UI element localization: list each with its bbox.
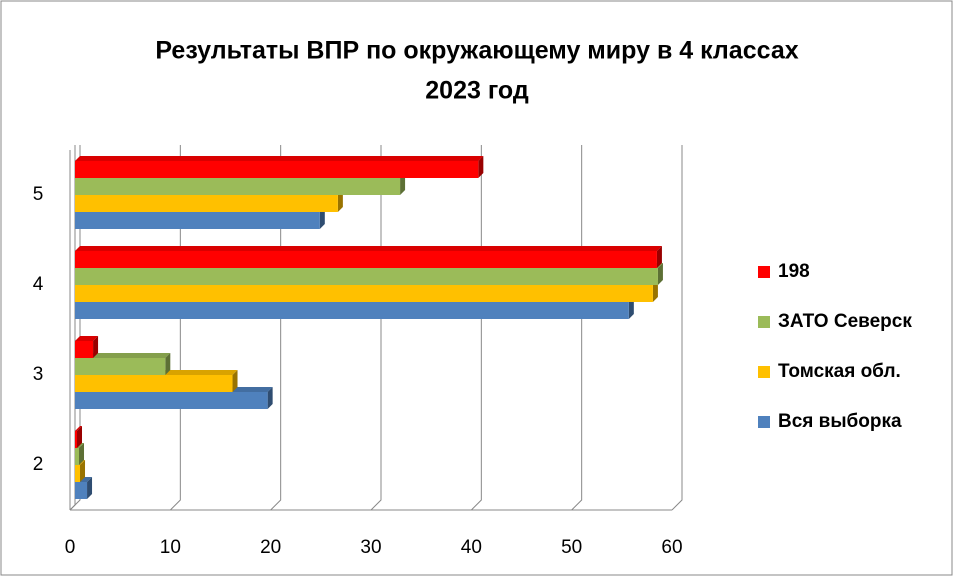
legend-swatch (758, 266, 770, 278)
bar-face (478, 156, 484, 178)
bar (75, 426, 83, 448)
bar-face (75, 156, 484, 161)
bar-face (75, 465, 81, 482)
bar-face (75, 251, 657, 268)
bar-face (93, 336, 99, 358)
bar-face (75, 482, 88, 499)
bar-face (319, 207, 325, 229)
bar-face (75, 426, 83, 431)
bar-face (75, 246, 662, 251)
y-tick-label: 5 (33, 184, 44, 205)
x-tick-label: 10 (160, 537, 181, 558)
bar-face (232, 370, 238, 392)
bar-face (337, 190, 343, 212)
y-tick-label: 3 (33, 364, 44, 385)
bar-face (75, 195, 338, 212)
legend-label: Томская обл. (778, 361, 901, 382)
bar (75, 246, 662, 268)
bar-face (656, 246, 662, 268)
bar-face (75, 392, 268, 409)
bar-face (267, 387, 273, 409)
bar-face (87, 477, 93, 499)
legend-swatch (758, 316, 770, 328)
bar (75, 156, 484, 178)
legend-label: Вся выборка (778, 411, 902, 432)
bar-face (80, 460, 86, 482)
bar-face (75, 353, 171, 358)
legend-swatch (758, 366, 770, 378)
y-tick-label: 4 (33, 274, 44, 295)
bar-face (75, 336, 99, 341)
bar-face (75, 178, 401, 195)
legend-label: 198 (778, 261, 810, 282)
bar-face (75, 268, 658, 285)
chart-title: Результаты ВПР по окружающему миру в 4 к… (155, 37, 798, 65)
x-tick-label: 20 (260, 537, 281, 558)
x-tick-label: 60 (661, 537, 682, 558)
grid-line (671, 145, 683, 511)
bar-face (79, 443, 85, 465)
bar-face (75, 448, 80, 465)
y-tick-label: 2 (33, 454, 44, 475)
chart-title: 2023 год (425, 77, 529, 105)
x-tick-label: 40 (461, 537, 482, 558)
bar-face (77, 426, 83, 448)
bar-face (75, 358, 166, 375)
bar-face (75, 431, 78, 448)
x-tick-label: 30 (360, 537, 381, 558)
bar-face (75, 285, 653, 302)
bar (75, 336, 99, 358)
bar-face (75, 161, 479, 178)
bar-face (628, 297, 634, 319)
legend-swatch (758, 416, 770, 428)
x-tick-label: 50 (561, 537, 582, 558)
bar-face (400, 173, 406, 195)
bar-face (657, 263, 663, 285)
bar-face (75, 375, 233, 392)
x-tick-label: 0 (65, 537, 76, 558)
legend-label: ЗАТО Северск (778, 311, 912, 332)
bar-face (75, 212, 320, 229)
bar-face (652, 280, 658, 302)
bar-face (165, 353, 171, 375)
bar (75, 353, 171, 375)
bar-face (75, 302, 629, 319)
bar-face (75, 341, 94, 358)
